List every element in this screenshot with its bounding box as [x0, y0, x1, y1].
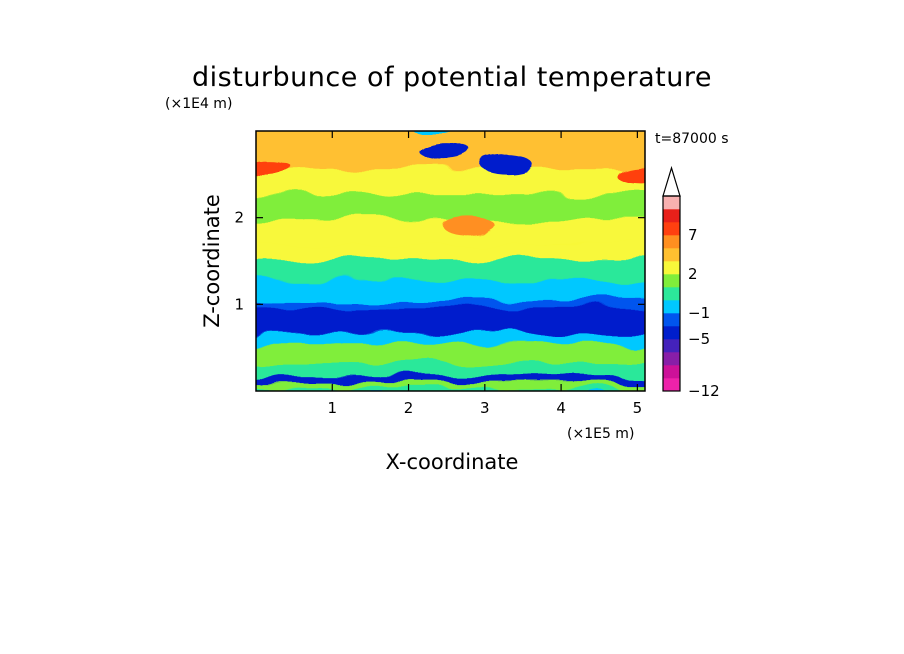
colorbar-label: −12: [688, 382, 720, 400]
x-axis: 1 2 3 4 5: [328, 131, 643, 417]
colorbar-segment: [663, 365, 680, 379]
x-tick-label: 1: [328, 399, 338, 417]
colorbar-label: −5: [688, 330, 710, 348]
colorbar-segment: [663, 300, 680, 314]
colorbar-segment: [663, 352, 680, 366]
x-unit-label: (×1E5 m): [567, 426, 634, 442]
x-tick-label: 3: [480, 399, 490, 417]
x-tick-label: 2: [404, 399, 414, 417]
y-tick-label: 1: [234, 295, 244, 313]
colorbar-segment: [663, 235, 680, 249]
x-tick-label: 5: [633, 399, 643, 417]
colorbar-segment: [663, 274, 680, 288]
colorbar-segment: [663, 339, 680, 353]
colorbar-segment: [663, 378, 680, 392]
contour-feature: [420, 143, 473, 162]
colorbar-segment: [663, 248, 680, 262]
colorbar-label: 7: [688, 226, 698, 244]
contour-feature: [565, 308, 618, 327]
colorbar-segment: [663, 209, 680, 223]
contour-feature: [443, 217, 496, 236]
contour-bands: [256, 131, 645, 391]
colorbar-label: −1: [688, 304, 710, 322]
time-label: t=87000 s: [655, 131, 729, 147]
contour-feature: [256, 156, 290, 175]
x-axis-label: X-coordinate: [386, 450, 519, 474]
chart-title: disturbunce of potential temperature: [192, 62, 712, 93]
y-axis: 12: [234, 209, 645, 313]
colorbar-segment: [663, 313, 680, 327]
contour-feature: [481, 156, 534, 175]
y-axis-label: Z-coordinate: [200, 194, 224, 328]
x-tick-label: 4: [556, 399, 566, 417]
colorbar-label: 2: [688, 265, 698, 283]
colorbar-segment: [663, 222, 680, 236]
y-tick-label: 2: [234, 209, 244, 227]
plot-frame: [255, 130, 646, 392]
contour-feature: [615, 165, 645, 184]
colorbar-frame: [662, 195, 681, 392]
colorbar-extend-arrow: [662, 165, 681, 197]
colorbar-segment: [663, 326, 680, 340]
colorbar: 7 2 −1 −5 −12: [662, 165, 720, 400]
y-unit-label: (×1E4 m): [165, 96, 232, 112]
colorbar-segment: [663, 261, 680, 275]
colorbar-segment: [663, 287, 680, 301]
colorbar-segment: [663, 196, 680, 210]
contour-field: [256, 131, 645, 391]
